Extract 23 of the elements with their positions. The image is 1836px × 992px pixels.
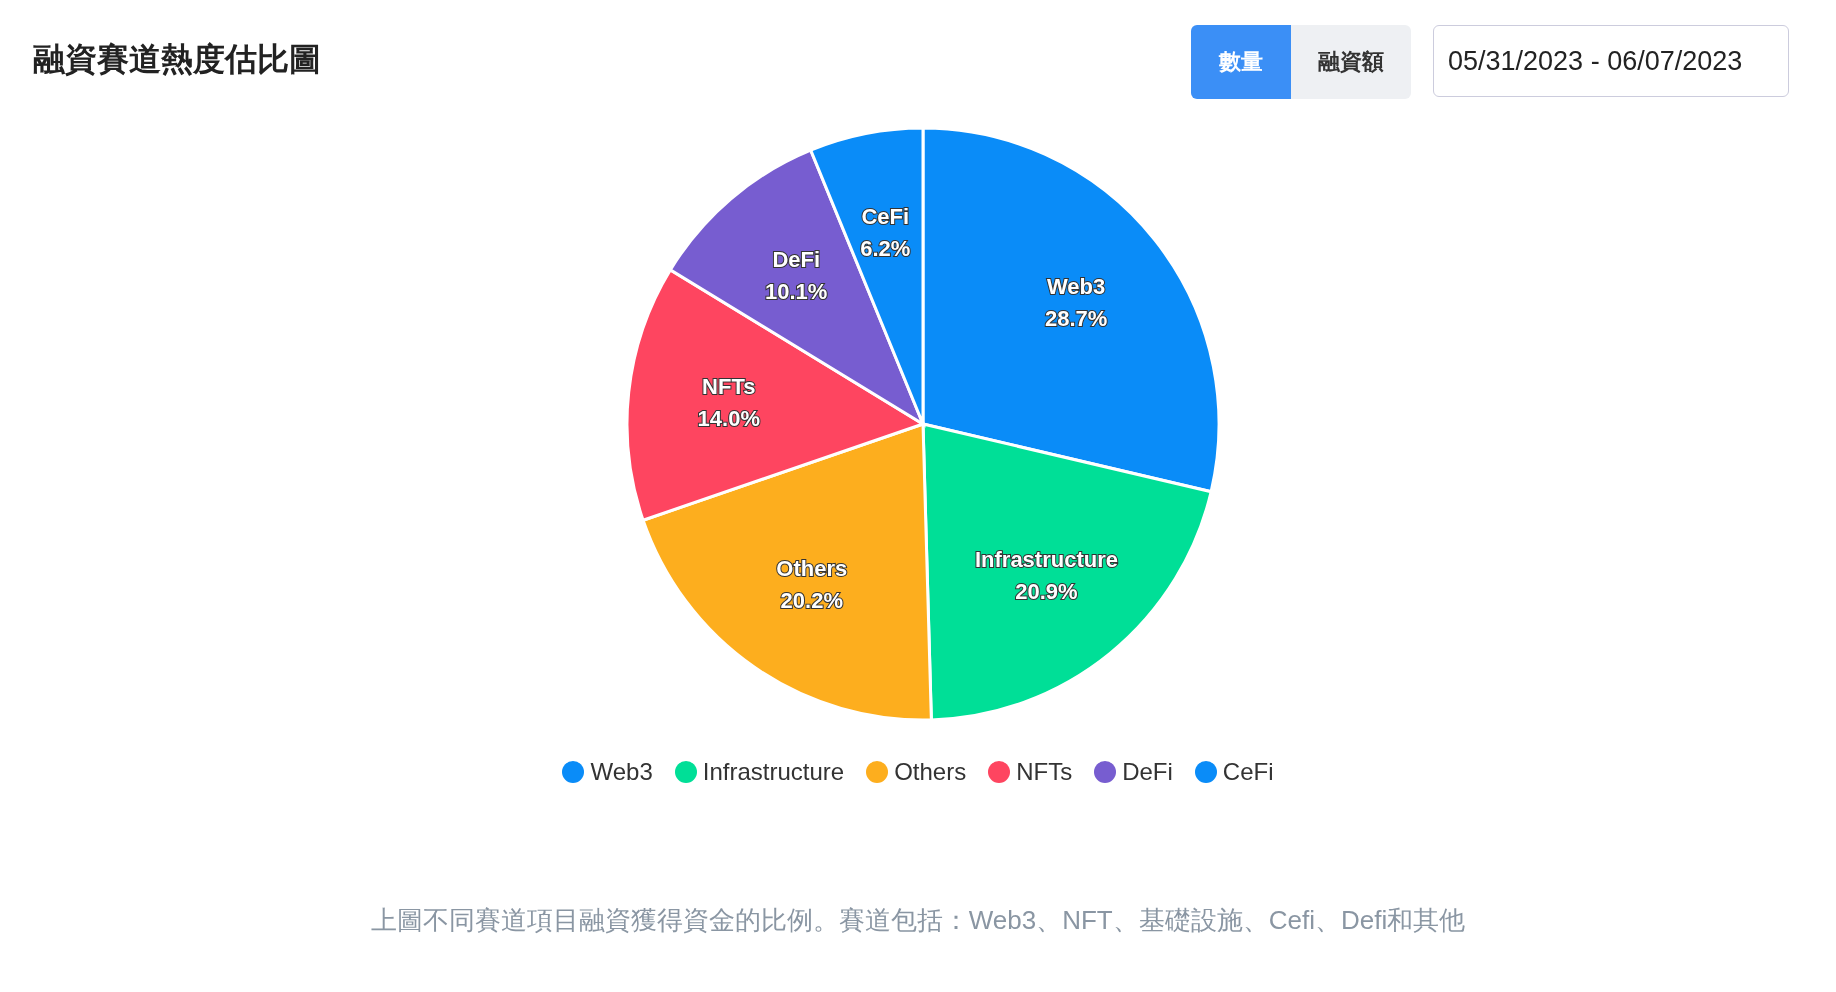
text: 上圖不同賽道項目融資獲得資金的比例。賽道包括：Web3、NFT、基礎設施、Cefi、Defi和其他 (369, 904, 1467, 937)
text: 融資賽道熱度估比圖 (33, 40, 321, 79)
data-label: 10.1% (765, 278, 828, 304)
legend-label: Web3 (590, 758, 653, 786)
date-range-field: 05/31/2023 - 06/07/2023 (1433, 25, 1789, 97)
slice-label: Infrastructure (974, 546, 1118, 572)
slice-label: NFTs (702, 374, 756, 400)
slice-label: Web3 (1046, 274, 1106, 300)
slice-label: Others (776, 556, 848, 582)
toggle-button: 數量 (1191, 25, 1291, 99)
legend-label: Others (894, 758, 967, 786)
toggle-button: 融資額 (1291, 25, 1411, 99)
data-label: 28.7% (1044, 306, 1108, 332)
data-label: 6.2% (860, 235, 911, 261)
data-label: 14.0% (697, 406, 760, 432)
slice-label: CeFi (861, 203, 910, 229)
legend-label: CeFi (1222, 758, 1274, 786)
data-label: 20.9% (1015, 578, 1078, 604)
slice-label: DeFi (772, 246, 821, 272)
data-label: 20.2% (780, 588, 843, 614)
legend-label: DeFi (1122, 758, 1173, 786)
legend-label: NFTs (1016, 758, 1073, 786)
legend-label: Infrastructure (702, 758, 845, 786)
